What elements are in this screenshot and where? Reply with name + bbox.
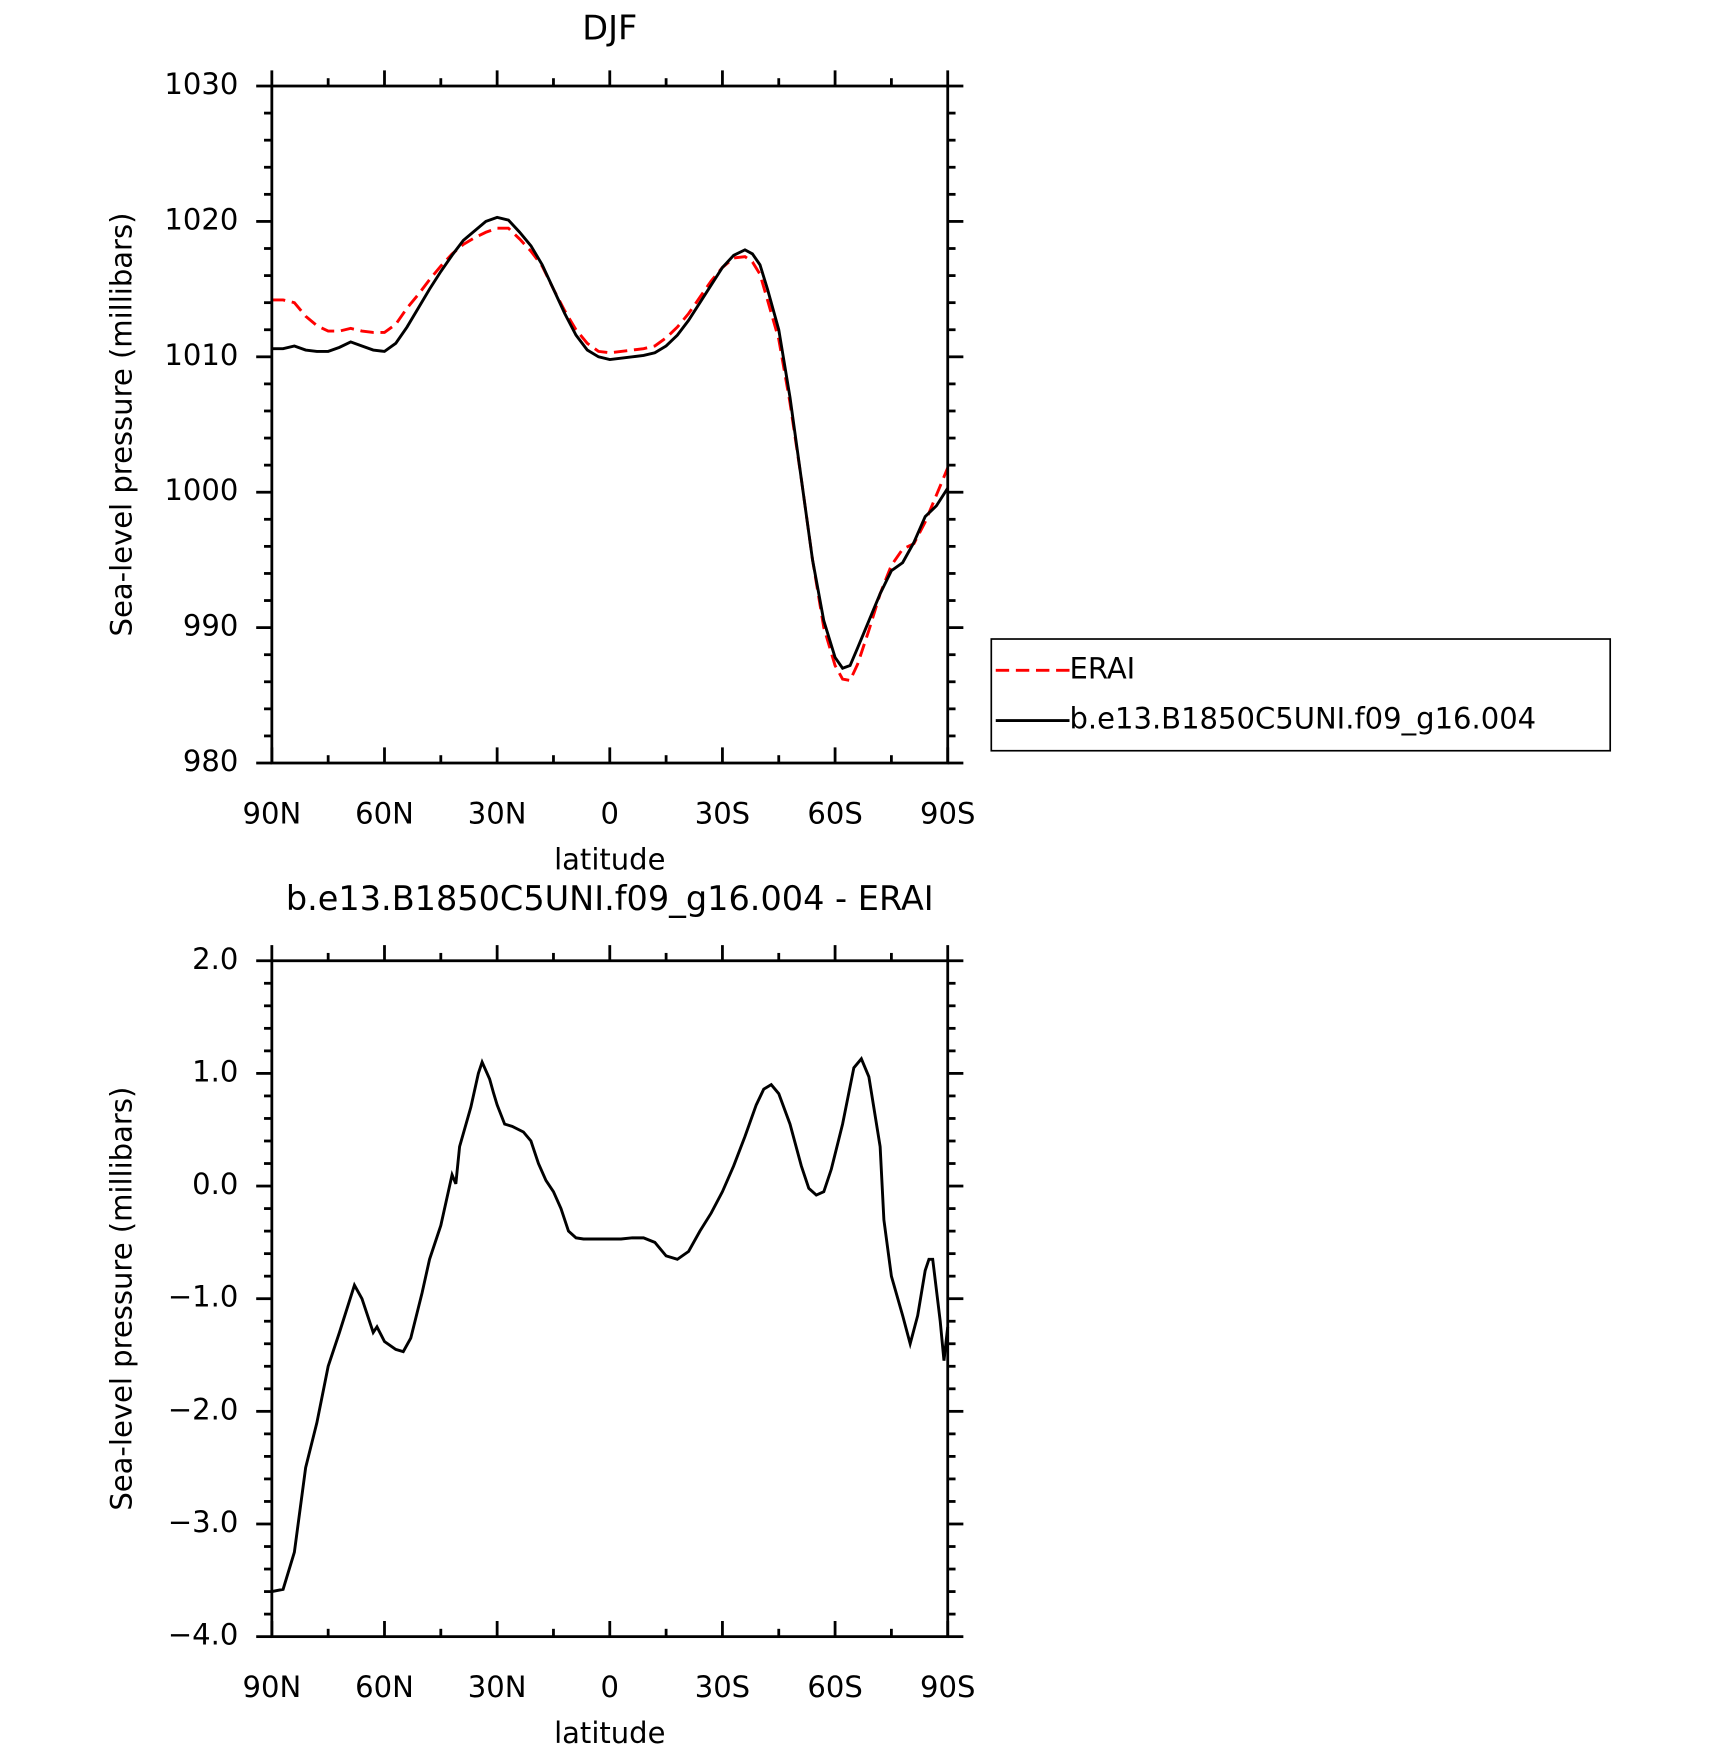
y-tick-label: 980 (183, 744, 238, 778)
x-tick-label: 90N (243, 1670, 302, 1704)
data-line (271, 1055, 950, 1594)
y-tick-label: 1020 (164, 202, 238, 236)
plot-frame (270, 84, 950, 765)
chart-title: DJF (582, 9, 637, 48)
x-axis-label: latitude (554, 1716, 665, 1745)
x-tick-label: 30N (468, 1670, 527, 1704)
y-tick-label: 1030 (164, 67, 238, 101)
y-axis-label: Sea-level pressure (millibars) (104, 213, 138, 637)
x-tick-label: 30S (695, 1670, 750, 1704)
y-tick-label: 1000 (164, 473, 238, 507)
data-line (271, 226, 950, 683)
y-tick-label: −1.0 (168, 1280, 239, 1314)
y-tick-label: −2.0 (168, 1392, 239, 1426)
x-tick-label: 0 (601, 797, 619, 831)
x-axis-label: latitude (554, 842, 665, 876)
legend-label: ERAI (1069, 651, 1135, 685)
x-tick-label: 30N (468, 797, 527, 831)
x-tick-label: 90S (920, 797, 975, 831)
y-tick-label: 2.0 (192, 942, 238, 976)
y-tick-label: 990 (183, 609, 238, 643)
x-tick-label: 60S (807, 1670, 862, 1704)
y-tick-label: 0.0 (192, 1167, 238, 1201)
data-line (271, 215, 949, 670)
x-tick-label: 60N (355, 797, 414, 831)
x-tick-label: 0 (601, 1670, 619, 1704)
chart-title: b.e13.B1850C5UNI.f09_g16.004 - ERAI (286, 879, 934, 918)
x-tick-label: 90N (243, 797, 302, 831)
y-tick-label: −4.0 (168, 1618, 239, 1652)
x-tick-label: 30S (695, 797, 750, 831)
x-tick-label: 60S (807, 797, 862, 831)
y-tick-label: −3.0 (168, 1505, 239, 1539)
plot-frame (270, 959, 950, 1639)
legend-label: b.e13.B1850C5UNI.f09_g16.004 (1069, 702, 1536, 736)
y-tick-label: 1010 (164, 338, 238, 372)
x-tick-label: 60N (355, 1670, 414, 1704)
x-tick-label: 90S (920, 1670, 975, 1704)
y-tick-label: 1.0 (192, 1054, 238, 1088)
legend-box (990, 638, 1612, 752)
y-axis-label: Sea-level pressure (millibars) (104, 1087, 138, 1511)
